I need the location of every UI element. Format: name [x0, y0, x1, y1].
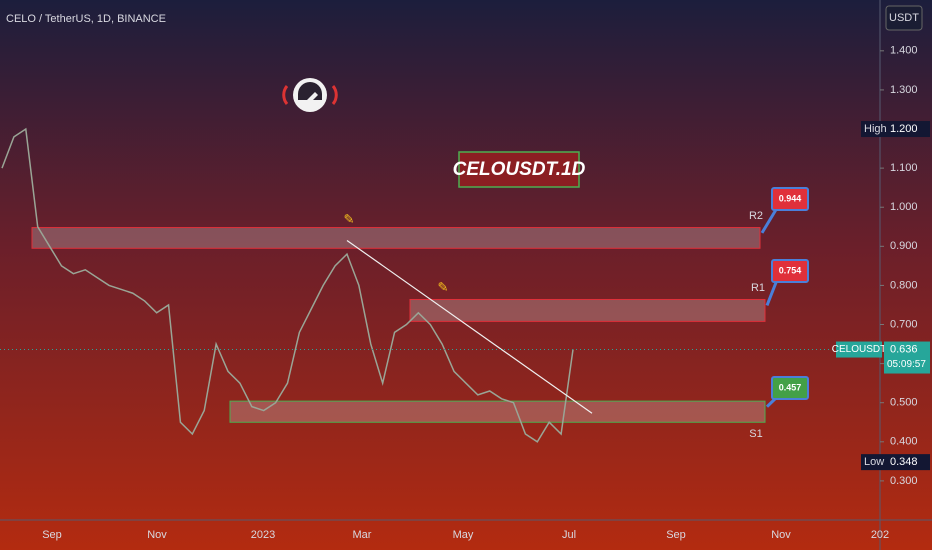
y-tick-label: 0.800 — [890, 279, 918, 291]
x-tick-label: Jul — [562, 529, 576, 541]
last-price: 0.636 — [890, 343, 918, 355]
symbol-box — [836, 341, 882, 358]
x-tick-label: Nov — [771, 529, 791, 541]
price-label: 0.754 — [779, 265, 802, 275]
x-tick-label: Nov — [147, 529, 167, 541]
high-value: 1.200 — [890, 123, 918, 135]
trendline — [346, 239, 593, 414]
annotation-box — [458, 151, 580, 188]
currency: USDT — [889, 12, 919, 24]
marker: ✎ — [344, 211, 355, 226]
y-tick-label: 0.300 — [890, 475, 918, 487]
zone-name: R1 — [751, 282, 765, 294]
x-tick-label: 202 — [871, 529, 889, 541]
x-tick-label: May — [453, 529, 474, 541]
logo — [282, 78, 338, 112]
zone — [409, 298, 766, 322]
low-value: 0.348 — [890, 456, 918, 468]
zone — [229, 400, 766, 423]
currency-box[interactable] — [885, 5, 923, 31]
x-tick-label: Sep — [42, 529, 62, 541]
y-tick-label: 1.300 — [890, 84, 918, 96]
price-label-box — [771, 259, 809, 283]
price-line — [1, 127, 574, 443]
zone-callout — [765, 279, 779, 306]
chart-title: CELO / TetherUS, 1D, BINANCE — [6, 13, 166, 25]
y-tick-label: 0.700 — [890, 318, 918, 330]
zone-name: S1 — [749, 428, 762, 440]
y-tick-label: 0.900 — [890, 240, 918, 252]
zone — [31, 227, 761, 249]
y-tick-label: 1.100 — [890, 162, 918, 174]
low-label: Low — [864, 456, 884, 468]
marker: ✎ — [438, 279, 449, 294]
high-label: High — [864, 123, 887, 135]
price-label: 0.457 — [779, 382, 802, 392]
price-label: 0.944 — [779, 193, 802, 203]
zone-callout — [760, 207, 779, 234]
y-tick-label: 1.400 — [890, 45, 918, 57]
price-label-box — [771, 376, 809, 400]
last-price-box — [884, 341, 930, 374]
y-tick-label: 0.500 — [890, 397, 918, 409]
x-tick-label: Mar — [353, 529, 372, 541]
annotation: CELOUSDT.1D — [453, 159, 586, 180]
symbol: CELOUSDT — [832, 344, 886, 355]
y-tick-label: 1.000 — [890, 201, 918, 213]
countdown: 05:09:57 — [887, 359, 926, 370]
x-tick-label: 2023 — [251, 529, 275, 541]
y-tick-label: 0.400 — [890, 436, 918, 448]
zone-name: R2 — [749, 210, 763, 222]
low-box — [861, 454, 930, 471]
x-tick-label: Sep — [666, 529, 686, 541]
price-label-box — [771, 187, 809, 211]
high-box — [861, 121, 930, 138]
